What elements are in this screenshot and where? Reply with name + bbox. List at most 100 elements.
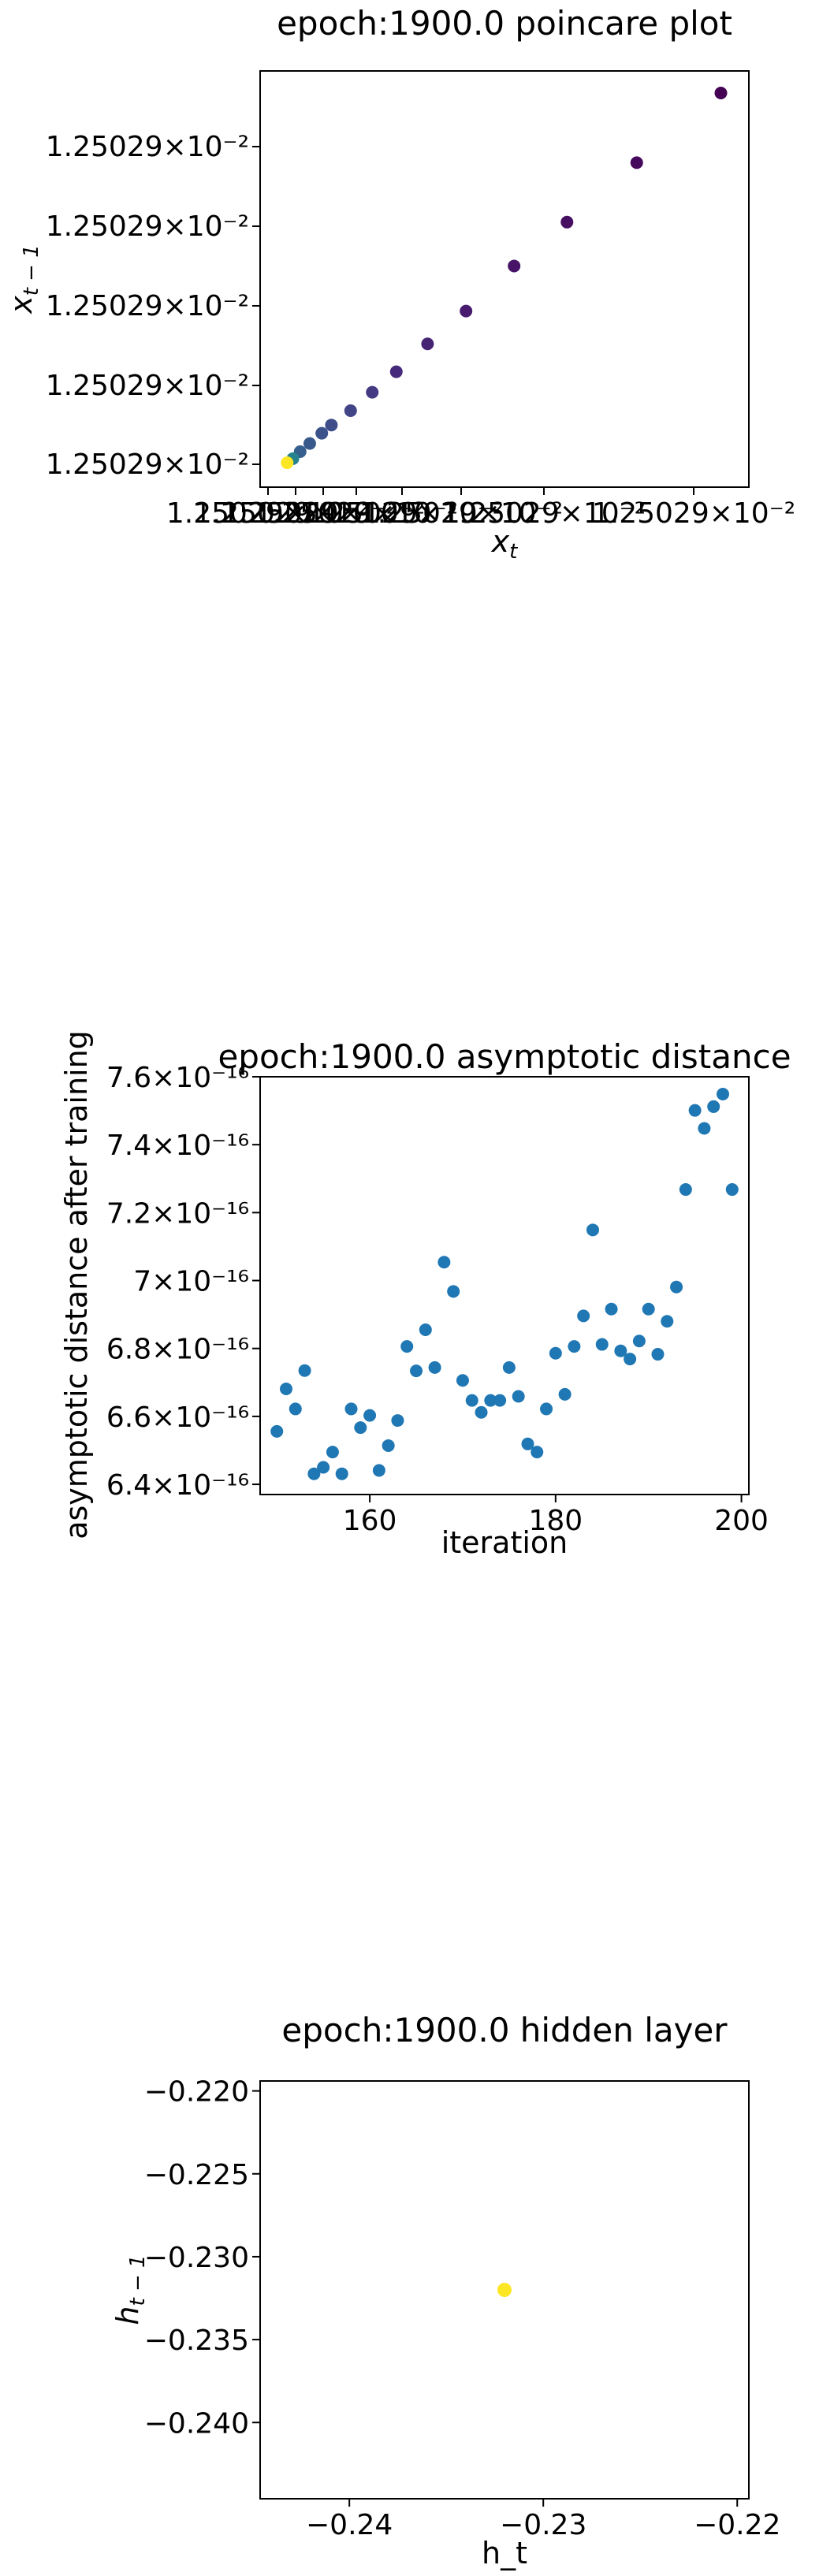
data-point [354,1421,367,1435]
data-point [325,419,338,432]
x-tick-label: 1.25029×10⁻² [222,497,425,530]
data-point [484,1394,497,1407]
data-point [698,1122,711,1135]
y-tick-label: 1.25029×10⁻² [46,370,249,402]
x-tick-label: 160 [343,1505,397,1537]
data-point [315,426,329,440]
x-tick-label: −0.22 [694,2509,780,2541]
data-point [679,1183,692,1197]
data-point [707,1100,720,1113]
hidden-layer-y-axis-label: ht − 1 [110,2254,150,2325]
data-point [447,1285,460,1298]
data-point [419,1323,432,1337]
hidden-layer-x-axis-label: h_t [482,2536,527,2570]
poincare-x-ticks: 1.25029×10⁻²1.25029×10⁻²1.25029×10⁻²1.25… [166,487,795,530]
data-point [558,1387,572,1401]
y-tick-label: 7×10⁻¹⁶ [133,1266,249,1298]
data-point [460,304,473,318]
data-point [725,1183,739,1197]
data-point [437,1256,451,1269]
data-point [493,1394,507,1407]
data-point [344,1402,358,1416]
data-point [716,1087,729,1100]
asymptotic-points [270,1087,739,1480]
data-point [298,1364,311,1377]
x-tick-label: 1.25029×10⁻² [442,497,646,530]
data-point [475,1405,488,1419]
data-point [270,1424,284,1438]
data-point [421,337,434,351]
x-tick-label: 200 [714,1505,769,1537]
data-point [632,1335,646,1348]
y-tick-label: 6.4×10⁻¹⁶ [106,1469,249,1502]
data-point [586,1223,599,1237]
data-point [391,1414,404,1428]
x-tick-label: 1.25029×10⁻² [300,497,504,530]
data-point [289,1402,302,1416]
data-point [335,1467,348,1480]
y-tick-label: −0.240 [144,2407,249,2440]
data-point [502,1361,516,1374]
y-tick-label: 7.4×10⁻¹⁶ [106,1130,249,1162]
hidden-layer-points [497,2283,512,2297]
data-point [540,1402,553,1416]
data-point [410,1364,423,1378]
data-point [465,1394,478,1407]
poincare-y-ticks: 1.25029×10⁻² 1.25029×10⁻² 1.25029×10⁻² 1.25… [46,131,260,481]
y-tick-label: 7.6×10⁻¹⁶ [106,1062,249,1094]
data-point [651,1348,665,1361]
y-tick-label: 6.6×10⁻¹⁶ [106,1402,249,1434]
data-point [508,259,521,273]
x-tick-label: 180 [528,1505,583,1537]
x-tick-label: −0.24 [306,2509,393,2541]
asymptotic-chart-title: epoch:1900.0 asymptotic distance [218,1037,791,1076]
data-point [512,1390,525,1403]
data-point [661,1315,674,1328]
data-point [624,1353,637,1366]
asymptotic-x-axis-label: iteration [441,1525,568,1560]
y-tick-label: 7.2×10⁻¹⁶ [106,1197,249,1230]
data-point [688,1104,702,1117]
data-point [382,1439,395,1452]
data-point [344,404,357,417]
data-point [531,1446,544,1459]
data-point [497,2283,512,2297]
x-tick-label: 1.25029×10⁻² [359,497,563,530]
data-point [363,1409,377,1422]
x-tick-label: −0.23 [500,2509,586,2541]
y-tick-label: −0.225 [144,2159,249,2191]
data-point [366,385,379,399]
data-point [281,456,294,470]
y-tick-label: 1.25029×10⁻² [46,449,249,481]
data-point [280,1382,293,1395]
hidden-layer-x-ticks: −0.24 −0.23 −0.22 [306,2499,780,2541]
asymptotic-chart: epoch:1900.0 asymptotic distance 6.4×10⁻… [59,1030,791,1560]
data-point [400,1340,414,1353]
data-point [372,1464,385,1477]
y-tick-label: 6.8×10⁻¹⁶ [106,1334,249,1366]
data-point [595,1338,609,1351]
poincare-plot-frame [259,70,750,488]
data-point [428,1361,441,1374]
data-point [326,1446,339,1459]
asymptotic-y-axis-label: asymptotic distance after training [59,1030,94,1539]
poincare-x-axis-label: xt [491,524,519,564]
data-point [670,1280,683,1294]
asymptotic-y-ticks: 6.4×10⁻¹⁶ 6.6×10⁻¹⁶ 6.8×10⁻¹⁶ 7×10⁻¹⁶ 7.2×10… [106,1062,260,1502]
y-tick-label: −0.235 [144,2325,249,2357]
y-tick-label: −0.230 [144,2242,249,2274]
data-point [630,156,643,169]
data-point [307,1467,321,1480]
x-tick-label: 1.25029×10⁻² [255,497,458,530]
data-point [614,1344,627,1357]
data-point [521,1437,534,1450]
data-point [560,215,574,229]
data-point [577,1309,590,1323]
y-tick-label: 1.25029×10⁻² [46,210,249,243]
data-point [389,365,403,378]
hidden-layer-chart: epoch:1900.0 hidden layer −0.220−0.225−0… [110,2011,780,2570]
data-point [642,1302,655,1316]
data-point [568,1340,581,1353]
asymptotic-x-ticks: 160 180 200 [343,1495,769,1537]
x-tick-label: 1.25029×10⁻² [166,497,370,530]
